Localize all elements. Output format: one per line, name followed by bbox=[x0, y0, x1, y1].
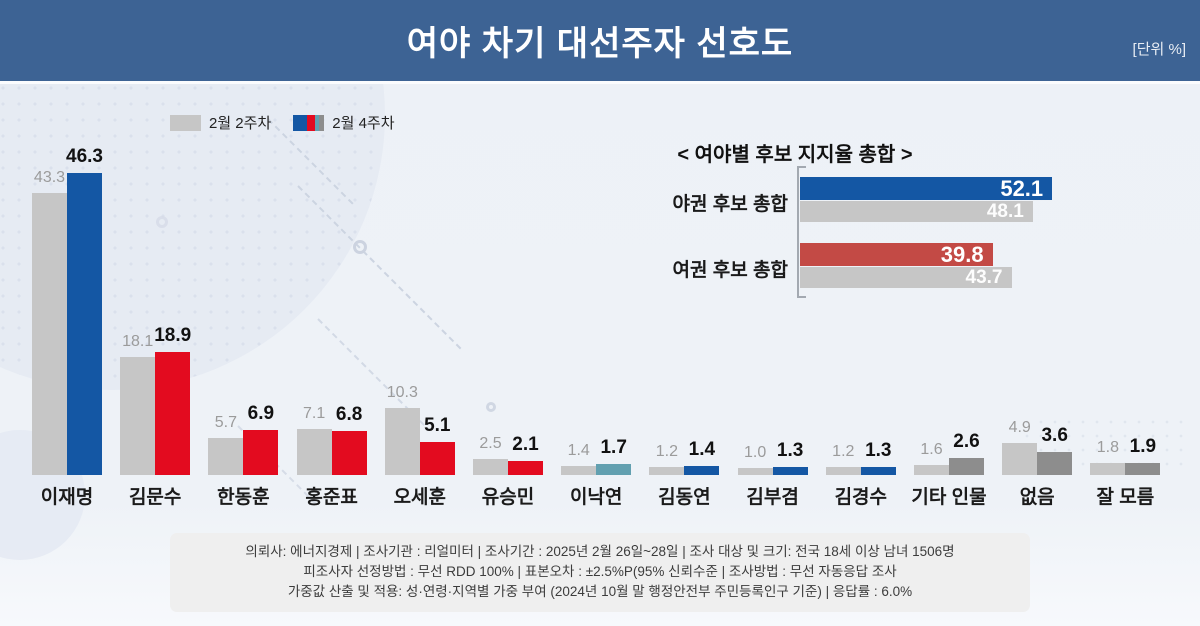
prev-week-bar bbox=[384, 407, 420, 475]
week4-swatch bbox=[293, 114, 325, 131]
category-label: 잘 모름 bbox=[1096, 487, 1155, 508]
prev-week-bar bbox=[561, 465, 597, 475]
category-label: 김문수 bbox=[128, 487, 182, 508]
legend: 2월 2주차 2월 4주차 bbox=[170, 112, 395, 133]
category-label: 없음 bbox=[1019, 487, 1055, 508]
unit-label: [단위 %] bbox=[1132, 41, 1186, 58]
legend-week2-label: 2월 2주차 bbox=[209, 115, 272, 132]
category-label: 김부겸 bbox=[746, 487, 799, 508]
methodology-line-3: 가중값 산출 및 적용: 성·연령·지역별 가중 부여 (2024년 10월 말… bbox=[287, 584, 913, 599]
prev-week-bar bbox=[825, 467, 861, 475]
methodology-line-2: 피조사자 선정방법 : 무선 RDD 100% | 표본오차 : ±2.5%P(… bbox=[303, 564, 897, 579]
prev-value-label: 18.1 bbox=[122, 332, 154, 350]
current-week-bar bbox=[1037, 451, 1073, 475]
current-value-label: 46.3 bbox=[66, 146, 103, 168]
category-label: 김경수 bbox=[834, 487, 888, 508]
prev-week-bar bbox=[120, 356, 156, 475]
prev-value-label: 2.5 bbox=[479, 434, 502, 452]
prev-value-label: 1.6 bbox=[920, 440, 943, 458]
prev-value-label: 43.3 bbox=[33, 168, 66, 186]
prev-value-label: 10.3 bbox=[386, 383, 418, 401]
prev-week-bar bbox=[208, 437, 244, 475]
current-week-bar bbox=[596, 463, 632, 475]
prev-week-bar bbox=[473, 458, 508, 475]
category-label: 기타 인물 bbox=[911, 487, 987, 508]
current-value-label: 1.7 bbox=[600, 436, 627, 458]
legend-item-week4: 2월 4주차 bbox=[293, 112, 395, 133]
prev-value-label: 1.2 bbox=[832, 443, 855, 461]
current-value-label: 3.6 bbox=[1041, 424, 1068, 446]
prev-week-bar bbox=[914, 464, 949, 475]
inset-row-label: 야권 후보 총합 bbox=[672, 194, 788, 215]
current-week-bar bbox=[772, 466, 808, 475]
category-label: 김동연 bbox=[658, 487, 711, 508]
current-week-bar bbox=[508, 461, 543, 475]
category-label: 한동훈 bbox=[217, 487, 270, 508]
current-week-bar bbox=[860, 466, 896, 475]
current-value-label: 6.9 bbox=[247, 403, 275, 424]
current-value-label: 18.9 bbox=[154, 324, 192, 346]
current-value-label: 1.4 bbox=[688, 438, 716, 460]
inset-axis-line bbox=[797, 166, 799, 298]
current-week-bar bbox=[684, 465, 720, 475]
prev-week-bar bbox=[1002, 443, 1038, 475]
legend-item-week2: 2월 2주차 bbox=[170, 112, 271, 133]
current-week-bar bbox=[331, 430, 367, 475]
prev-week-bar bbox=[296, 428, 332, 475]
survey-methodology-box: 의뢰사: 에너지경제 | 조사기관 : 리얼미터 | 조사기간 : 2025년 … bbox=[170, 533, 1030, 612]
header: 여야 차기 대선주자 선호도 [단위 %] bbox=[0, 0, 1200, 84]
current-week-bar bbox=[949, 458, 984, 475]
current-value-label: 2.1 bbox=[512, 434, 539, 456]
current-value-label: 5.1 bbox=[424, 414, 451, 436]
category-label: 오세훈 bbox=[393, 487, 447, 508]
inset-chart-title: < 여야별 후보 지지율 총합 > bbox=[677, 144, 913, 166]
page-title: 여야 차기 대선주자 선호도 bbox=[406, 25, 794, 63]
prev-week-bar bbox=[1090, 463, 1126, 475]
prev-value-label: 4.9 bbox=[1008, 419, 1031, 437]
category-label: 유승민 bbox=[481, 487, 535, 508]
prev-value-label: 1.0 bbox=[743, 444, 767, 462]
current-value-label: 1.9 bbox=[1129, 435, 1157, 457]
inset-current-bar: 39.8 bbox=[800, 243, 993, 266]
current-week-bar bbox=[67, 173, 102, 475]
prev-value-label: 1.4 bbox=[567, 441, 590, 459]
current-value-label: 1.3 bbox=[776, 439, 804, 461]
current-week-bar bbox=[155, 351, 191, 475]
category-label: 홍준표 bbox=[305, 487, 358, 508]
inset-current-bar: 52.1 bbox=[800, 177, 1053, 200]
prev-week-bar bbox=[32, 192, 67, 475]
current-week-bar bbox=[1125, 462, 1161, 475]
inset-prev-bar: 48.1 bbox=[800, 201, 1033, 222]
current-week-bar bbox=[243, 430, 279, 475]
current-value-label: 6.8 bbox=[335, 403, 363, 425]
current-week-bar bbox=[419, 441, 455, 475]
current-value-label: 1.3 bbox=[865, 439, 892, 461]
prev-value-label: 1.8 bbox=[1096, 439, 1120, 457]
inset-row-label: 여권 후보 총합 bbox=[672, 260, 788, 281]
prev-value-label: 1.2 bbox=[655, 443, 679, 461]
prev-value-label: 7.1 bbox=[302, 404, 326, 422]
current-value-label: 2.6 bbox=[953, 431, 980, 453]
methodology-line-1: 의뢰사: 에너지경제 | 조사기관 : 리얼미터 | 조사기간 : 2025년 … bbox=[245, 544, 955, 559]
week2-swatch bbox=[170, 114, 201, 131]
category-label: 이낙연 bbox=[569, 487, 623, 508]
legend-week4-label: 2월 4주차 bbox=[332, 115, 395, 132]
prev-week-bar bbox=[649, 467, 685, 475]
category-label: 이재명 bbox=[40, 487, 94, 508]
prev-week-bar bbox=[737, 468, 773, 475]
prev-value-label: 5.7 bbox=[214, 413, 238, 431]
inset-prev-bar: 43.7 bbox=[800, 267, 1012, 288]
